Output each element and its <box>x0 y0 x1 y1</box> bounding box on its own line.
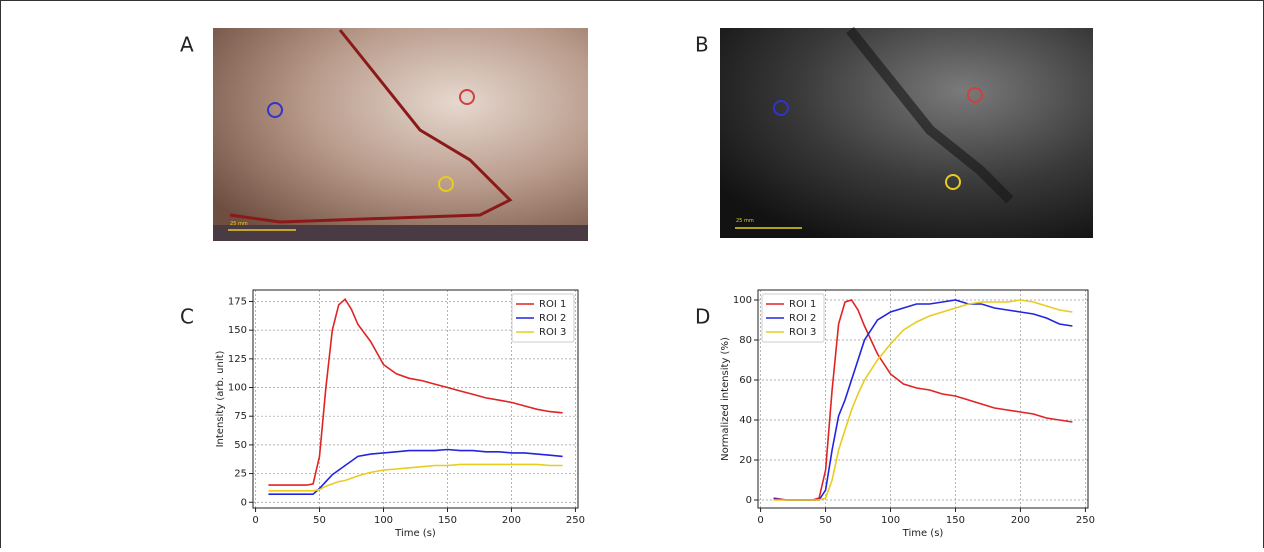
y-tick-label: 100 <box>733 295 752 306</box>
photo-a: 25 mm <box>213 28 588 241</box>
y-axis-label: Normalized intensity (%) <box>720 337 731 461</box>
legend: ROI 1 ROI 2 ROI 3 <box>511 293 575 343</box>
x-tick-label: 150 <box>946 515 965 526</box>
x-axis-label: Time (s) <box>902 528 944 539</box>
y-tick-label: 0 <box>746 495 752 506</box>
legend-label: ROI 3 <box>789 327 816 338</box>
x-tick-label: 200 <box>502 515 521 526</box>
legend-label: ROI 3 <box>539 327 566 338</box>
y-tick-label: 20 <box>739 455 752 466</box>
y-tick-label: 150 <box>228 325 247 336</box>
legend-label: ROI 2 <box>789 313 816 324</box>
legend-label: ROI 2 <box>539 313 566 324</box>
x-tick-label: 0 <box>252 515 258 526</box>
y-tick-label: 40 <box>739 415 752 426</box>
x-tick-label: 50 <box>819 515 832 526</box>
panel-label: B <box>695 33 709 57</box>
series-line <box>773 299 1073 501</box>
legend-box <box>761 293 825 343</box>
y-tick-label: 125 <box>228 354 247 365</box>
x-tick-label: 100 <box>374 515 393 526</box>
x-tick-label: 0 <box>757 515 763 526</box>
x-tick-label: 200 <box>1011 515 1030 526</box>
panel-label: A <box>180 33 194 57</box>
x-tick-label: 100 <box>881 515 900 526</box>
series-line <box>268 297 563 486</box>
y-tick-label: 25 <box>234 469 247 480</box>
y-tick-label: 100 <box>228 383 247 394</box>
y-tick-label: 175 <box>228 296 247 307</box>
legend-label: ROI 1 <box>539 299 566 310</box>
series-line <box>773 299 1073 501</box>
x-axis-label: Time (s) <box>394 528 436 539</box>
legend-box <box>511 293 575 343</box>
legend-label: ROI 1 <box>789 299 816 310</box>
y-tick-label: 60 <box>739 375 752 386</box>
y-tick-label: 80 <box>739 335 752 346</box>
series-line <box>268 448 563 495</box>
panel-label: D <box>695 305 710 329</box>
legend: ROI 1 ROI 2 ROI 3 <box>761 293 825 343</box>
scale-label: 25 mm <box>736 218 754 224</box>
series-line <box>773 299 1073 501</box>
y-axis-label: Intensity (arb. unit) <box>215 350 226 447</box>
x-tick-label: 250 <box>566 515 585 526</box>
x-tick-label: 50 <box>313 515 326 526</box>
plot-frame <box>757 289 1089 509</box>
panel-label: C <box>180 305 194 329</box>
scale-label: 25 mm <box>230 221 248 227</box>
photo-b: 25 mm <box>720 26 1093 238</box>
plot-frame <box>252 289 579 509</box>
series-line <box>268 463 563 492</box>
x-tick-label: 250 <box>1076 515 1095 526</box>
y-tick-label: 50 <box>234 440 247 451</box>
x-tick-label: 150 <box>438 515 457 526</box>
y-tick-label: 0 <box>241 497 247 508</box>
y-tick-label: 75 <box>234 411 247 422</box>
